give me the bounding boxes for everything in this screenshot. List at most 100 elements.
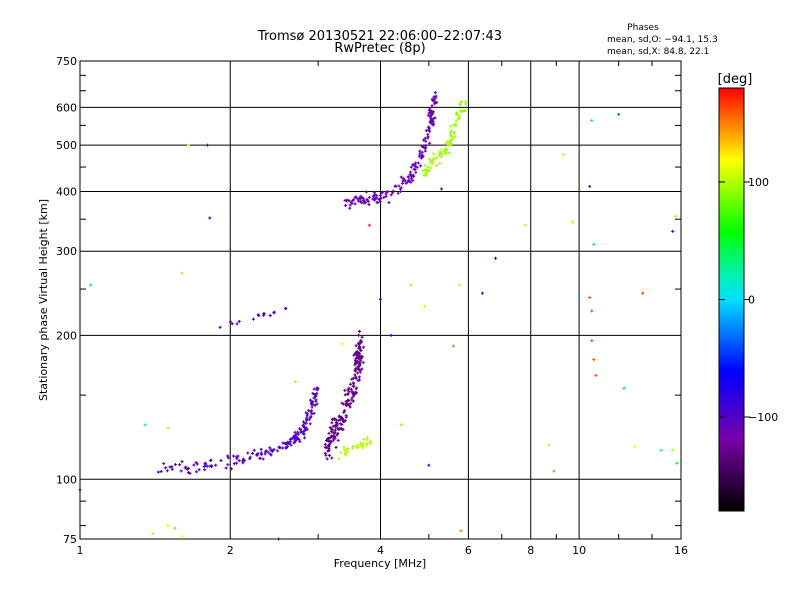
y-tick-label: 75 [63, 533, 77, 546]
data-point [440, 152, 444, 156]
data-point [423, 149, 427, 153]
data-point [343, 393, 347, 397]
data-point [357, 333, 361, 337]
data-point [89, 283, 93, 287]
data-point [427, 126, 431, 130]
data-point [214, 463, 218, 467]
data-point [356, 365, 360, 369]
data-point [424, 139, 428, 143]
data-point [293, 430, 297, 434]
data-point [590, 119, 594, 123]
data-point [397, 184, 401, 188]
data-point [164, 466, 168, 470]
data-point [219, 459, 223, 463]
data-point [393, 184, 397, 188]
data-point [675, 461, 679, 465]
data-point [294, 433, 298, 437]
data-point [588, 296, 592, 300]
data-point [434, 94, 438, 98]
data-point [334, 445, 338, 449]
data-point [407, 178, 411, 182]
data-point [354, 344, 358, 348]
y-tick-label: 100 [56, 473, 77, 486]
data-point [355, 446, 359, 450]
data-point [342, 410, 346, 414]
y-tick-label: 300 [56, 245, 77, 258]
data-point [205, 464, 209, 468]
data-point [304, 411, 308, 415]
data-point [232, 462, 236, 466]
data-point [378, 197, 382, 201]
chart-subtitle: RwPretec (8p) [334, 41, 425, 56]
data-point [173, 526, 177, 530]
data-point [428, 141, 432, 145]
data-point [293, 380, 297, 384]
data-point [285, 442, 289, 446]
data-point [356, 351, 360, 355]
chart-title: Tromsø 20130521 22:06:00–22:07:43 [257, 29, 502, 44]
data-point [281, 446, 285, 450]
data-point [197, 468, 201, 472]
data-point [389, 193, 393, 197]
data-point [268, 314, 272, 318]
data-point [328, 426, 332, 430]
data-point [203, 468, 207, 472]
x-tick-label: 6 [465, 544, 472, 557]
data-point [315, 402, 319, 406]
data-point [358, 368, 362, 372]
stats-line-x: mean, sd,X: 84.8, 22.1 [607, 47, 709, 57]
data-point [453, 135, 457, 139]
data-point [351, 399, 355, 403]
grid-lines [80, 61, 681, 539]
data-point [297, 437, 301, 441]
data-point [283, 441, 287, 445]
data-point [180, 534, 184, 538]
data-point [339, 450, 343, 454]
data-point [354, 367, 358, 371]
data-point [406, 175, 410, 179]
data-point [456, 117, 460, 121]
data-point [348, 203, 352, 207]
data-point [180, 460, 184, 464]
data-point [427, 111, 431, 115]
y-axis-label: Stationary phase Virtual Height [km] [37, 199, 50, 401]
data-point [301, 420, 305, 424]
data-point [373, 192, 377, 196]
data-point [264, 449, 268, 453]
data-point [422, 138, 426, 142]
data-point [357, 199, 361, 203]
data-point [344, 414, 348, 418]
data-point [356, 379, 360, 383]
data-point [165, 469, 169, 473]
data-point [332, 438, 336, 442]
data-point [166, 426, 170, 430]
data-point [409, 177, 413, 181]
data-point [590, 339, 594, 343]
data-point [428, 129, 432, 133]
data-point [405, 180, 409, 184]
data-point [494, 256, 498, 260]
data-point [379, 191, 383, 195]
data-point [277, 446, 281, 450]
data-point [188, 471, 192, 475]
data-point [439, 155, 443, 159]
data-point [327, 453, 331, 457]
data-point [232, 454, 236, 458]
data-point [229, 320, 233, 324]
data-point [342, 448, 346, 452]
data-point [230, 322, 234, 326]
data-point [342, 402, 346, 406]
data-point [399, 423, 403, 427]
data-point [310, 409, 314, 413]
data-point [286, 440, 290, 444]
data-point [340, 342, 344, 346]
data-point [248, 455, 252, 459]
x-axis-ticks: 1 2 4 6 8 10 16 [77, 61, 688, 557]
data-point [327, 431, 331, 435]
data-point [423, 147, 427, 151]
data-point [303, 436, 307, 440]
data-point [547, 443, 551, 447]
y-tick-label: 200 [56, 329, 77, 342]
x-tick-label: 10 [572, 544, 586, 557]
data-point [257, 314, 261, 318]
